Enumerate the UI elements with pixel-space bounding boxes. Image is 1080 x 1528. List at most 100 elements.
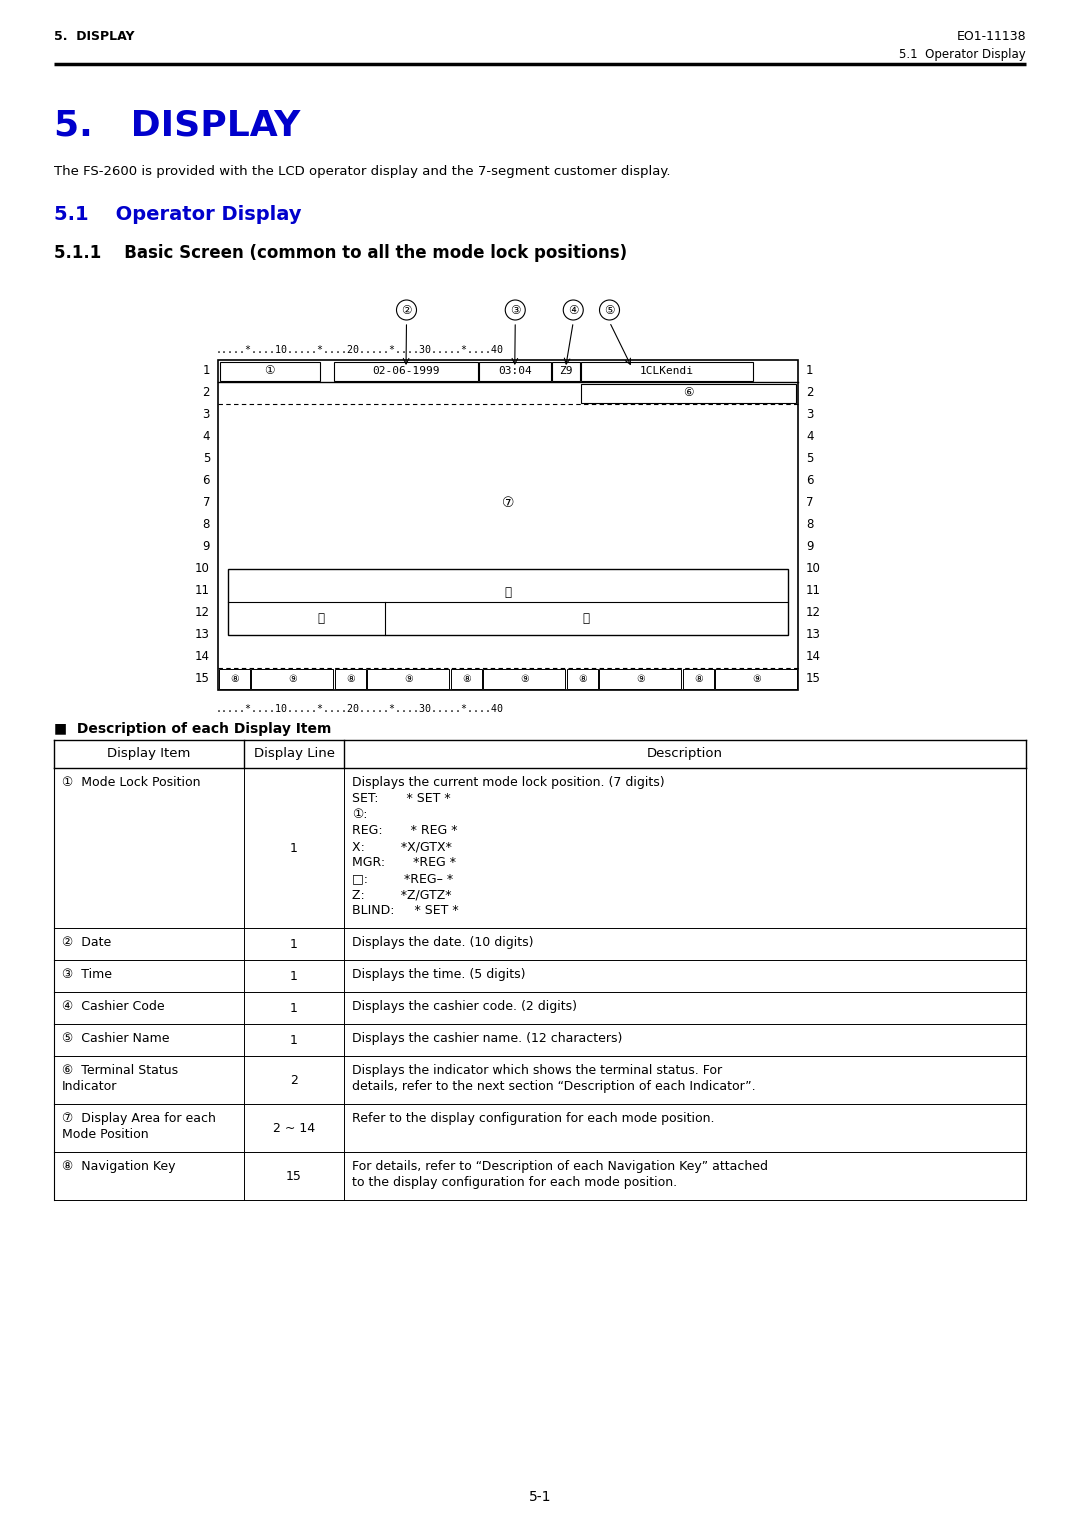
- Bar: [567, 669, 598, 689]
- Text: 14: 14: [195, 651, 210, 663]
- Text: 5: 5: [806, 452, 813, 466]
- Text: 5.1  Operator Display: 5.1 Operator Display: [900, 47, 1026, 61]
- Bar: [218, 361, 798, 691]
- Text: ⑧  Navigation Key: ⑧ Navigation Key: [62, 1160, 175, 1174]
- Text: 9: 9: [806, 541, 813, 553]
- Text: ②  Date: ② Date: [62, 937, 111, 949]
- Text: 14: 14: [806, 651, 821, 663]
- Text: ⑦: ⑦: [502, 497, 514, 510]
- Text: Displays the time. (5 digits): Displays the time. (5 digits): [352, 969, 526, 981]
- Text: ⑤  Cashier Name: ⑤ Cashier Name: [62, 1031, 170, 1045]
- Text: ⑧: ⑧: [230, 674, 239, 685]
- Text: to the display configuration for each mode position.: to the display configuration for each mo…: [352, 1177, 677, 1189]
- Text: Displays the date. (10 digits): Displays the date. (10 digits): [352, 937, 534, 949]
- Bar: [480, 362, 551, 380]
- Text: Displays the cashier name. (12 characters): Displays the cashier name. (12 character…: [352, 1031, 622, 1045]
- Bar: [220, 362, 320, 380]
- Text: 8: 8: [203, 518, 210, 532]
- Text: 1: 1: [291, 842, 298, 854]
- Text: MGR:       *REG *: MGR: *REG *: [352, 856, 456, 869]
- Text: ⑦  Display Area for each: ⑦ Display Area for each: [62, 1112, 216, 1125]
- Text: Displays the current mode lock position. (7 digits): Displays the current mode lock position.…: [352, 776, 664, 788]
- Text: ⑧: ⑧: [462, 674, 471, 685]
- Text: 6: 6: [203, 475, 210, 487]
- Text: ⑨: ⑨: [636, 674, 645, 685]
- Text: SET:       * SET *: SET: * SET *: [352, 792, 450, 805]
- Text: ⑬: ⑬: [583, 613, 590, 625]
- Text: 8: 8: [806, 518, 813, 532]
- Text: 15: 15: [195, 672, 210, 686]
- Bar: [334, 362, 478, 380]
- Text: EO1-11138: EO1-11138: [957, 31, 1026, 43]
- Text: details, refer to the next section “Description of each Indicator”.: details, refer to the next section “Desc…: [352, 1080, 756, 1093]
- Text: ⑨: ⑨: [288, 674, 297, 685]
- Text: 3: 3: [806, 408, 813, 422]
- Text: 1: 1: [291, 1033, 298, 1047]
- Text: 13: 13: [806, 628, 821, 642]
- Bar: [484, 669, 565, 689]
- Text: 12: 12: [806, 607, 821, 619]
- Text: 2 ~ 14: 2 ~ 14: [273, 1122, 315, 1134]
- Text: □:         *REG– *: □: *REG– *: [352, 872, 454, 885]
- Text: 7: 7: [806, 497, 813, 509]
- Text: 1: 1: [291, 969, 298, 983]
- Text: Z9: Z9: [558, 367, 572, 376]
- Text: Displays the cashier code. (2 digits): Displays the cashier code. (2 digits): [352, 999, 577, 1013]
- Text: Display Line: Display Line: [254, 747, 335, 761]
- Text: ■  Description of each Display Item: ■ Description of each Display Item: [54, 723, 332, 736]
- Text: For details, refer to “Description of each Navigation Key” attached: For details, refer to “Description of ea…: [352, 1160, 768, 1174]
- Text: Refer to the display configuration for each mode position.: Refer to the display configuration for e…: [352, 1112, 715, 1125]
- Text: 9: 9: [203, 541, 210, 553]
- Text: 1: 1: [806, 365, 813, 377]
- Bar: [228, 568, 788, 636]
- Text: 5.  DISPLAY: 5. DISPLAY: [54, 31, 135, 43]
- Text: ⑨: ⑨: [404, 674, 413, 685]
- Text: 2: 2: [203, 387, 210, 399]
- Text: ①  Mode Lock Position: ① Mode Lock Position: [62, 776, 201, 788]
- Text: .....*....10.....*....20.....*....30.....*....40: .....*....10.....*....20.....*....30....…: [216, 345, 504, 354]
- Text: 4: 4: [806, 431, 813, 443]
- Text: 1CLKendi: 1CLKendi: [639, 367, 693, 376]
- Text: 3: 3: [203, 408, 210, 422]
- Text: Indicator: Indicator: [62, 1080, 118, 1093]
- Text: 02-06-1999: 02-06-1999: [373, 367, 440, 376]
- Text: BLIND:     * SET *: BLIND: * SET *: [352, 905, 459, 917]
- Text: ⑧: ⑧: [347, 674, 355, 685]
- Text: 5-1: 5-1: [529, 1490, 551, 1504]
- Text: The FS-2600 is provided with the LCD operator display and the 7-segment customer: The FS-2600 is provided with the LCD ope…: [54, 165, 671, 177]
- Text: Displays the indicator which shows the terminal status. For: Displays the indicator which shows the t…: [352, 1063, 723, 1077]
- Text: 11: 11: [195, 585, 210, 597]
- Text: 15: 15: [806, 672, 821, 686]
- Text: ③: ③: [510, 304, 521, 316]
- Text: ④: ④: [568, 304, 579, 316]
- Text: ⑥: ⑥: [683, 387, 693, 399]
- Text: ②: ②: [402, 304, 411, 316]
- Text: 4: 4: [203, 431, 210, 443]
- Text: ①: ①: [265, 365, 275, 377]
- Text: 5.   DISPLAY: 5. DISPLAY: [54, 108, 300, 142]
- Text: ④  Cashier Code: ④ Cashier Code: [62, 999, 164, 1013]
- Text: ⑨: ⑨: [519, 674, 528, 685]
- Text: 11: 11: [806, 585, 821, 597]
- Bar: [581, 362, 753, 380]
- Text: .....*....10.....*....20.....*....30.....*....40: .....*....10.....*....20.....*....30....…: [216, 704, 504, 714]
- Text: 5.1    Operator Display: 5.1 Operator Display: [54, 205, 301, 225]
- Text: ①:: ①:: [352, 808, 367, 821]
- Text: ⑫: ⑫: [318, 613, 325, 625]
- Text: ③  Time: ③ Time: [62, 969, 112, 981]
- Text: Mode Position: Mode Position: [62, 1128, 149, 1141]
- Text: 1: 1: [291, 938, 298, 950]
- Text: 2: 2: [291, 1074, 298, 1086]
- Text: 2: 2: [806, 387, 813, 399]
- Text: 10: 10: [195, 562, 210, 576]
- Text: Display Item: Display Item: [107, 747, 191, 761]
- Bar: [599, 669, 681, 689]
- Text: ⑪: ⑪: [504, 585, 512, 599]
- Text: ⑤: ⑤: [604, 304, 615, 316]
- Bar: [715, 669, 797, 689]
- Bar: [335, 669, 366, 689]
- Bar: [451, 669, 483, 689]
- Text: 6: 6: [806, 475, 813, 487]
- Text: 13: 13: [195, 628, 210, 642]
- Bar: [219, 669, 251, 689]
